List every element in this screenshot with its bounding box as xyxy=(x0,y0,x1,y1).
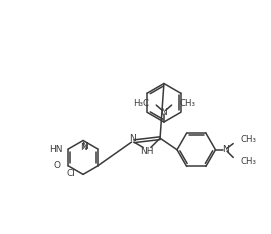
Text: CH₃: CH₃ xyxy=(241,135,257,144)
Text: O: O xyxy=(54,161,61,170)
Text: HN: HN xyxy=(49,145,62,154)
Text: CH₃: CH₃ xyxy=(241,157,257,166)
Text: N: N xyxy=(160,107,167,117)
Text: CH₃: CH₃ xyxy=(179,99,195,108)
Text: Cl: Cl xyxy=(66,169,75,178)
Text: N: N xyxy=(129,135,136,143)
Text: N: N xyxy=(222,145,229,154)
Text: N: N xyxy=(80,143,86,152)
Text: NH: NH xyxy=(140,147,154,156)
Text: H₃C: H₃C xyxy=(133,99,149,108)
Text: N: N xyxy=(81,142,88,151)
